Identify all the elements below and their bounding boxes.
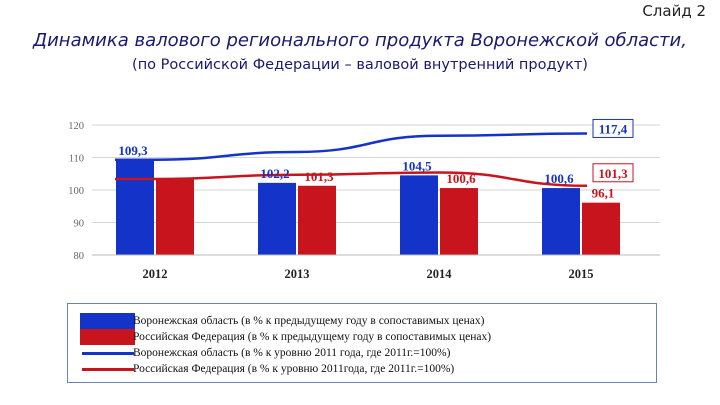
trend-line [115, 132, 588, 162]
bar-value-label: 96,1 [592, 186, 615, 201]
legend-swatch-red-line [82, 368, 134, 371]
bar [116, 159, 154, 255]
y-tick-label: 120 [68, 121, 84, 132]
x-tick-label: 2012 [143, 267, 168, 281]
line-end-label: 101,3 [598, 166, 628, 181]
legend-label: Российская Федерация (в % к предыдущему … [133, 331, 492, 343]
line-end-label-box [592, 118, 634, 138]
legend-label: Воронежская область (в % к уровню 2011 г… [133, 347, 451, 359]
trend-lines [115, 132, 588, 188]
legend-item-voronezh-bar: Воронежская область (в % к предыдущему г… [68, 313, 656, 329]
chart-subtitle: (по Российской Федерации – валовой внутр… [132, 57, 588, 73]
legend-item-russia-line: Российская Федерация (в % к уровню 2011г… [68, 361, 656, 377]
trend-line [115, 171, 588, 188]
chart-title: Динамика валового регионального продукта… [33, 30, 687, 51]
x-tick-label: 2013 [285, 267, 310, 281]
x-tick-label: 2014 [427, 267, 453, 281]
y-tick-label: 110 [69, 154, 84, 165]
x-tick-label: 2015 [569, 267, 594, 281]
legend-swatch-blue-bar [80, 313, 135, 329]
bar [542, 188, 580, 255]
line-end-label: 117,4 [599, 121, 628, 136]
bar-value-label: 101,3 [304, 169, 334, 184]
legend-label: Российская Федерация (в % к уровню 2011г… [133, 363, 455, 375]
y-tick-label: 100 [68, 186, 84, 197]
bar [156, 178, 194, 255]
bars [116, 159, 620, 255]
bar [440, 188, 478, 255]
bar [400, 175, 438, 255]
legend-label: Воронежская область (в % к предыдущему г… [133, 315, 485, 327]
legend-item-voronezh-line: Воронежская область (в % к уровню 2011 г… [68, 345, 656, 361]
legend-item-russia-bar: Российская Федерация (в % к предыдущему … [68, 329, 656, 345]
legend-swatch-red-bar [80, 329, 135, 345]
y-tick-label: 90 [74, 219, 85, 230]
bar-value-label: 100,6 [544, 171, 574, 186]
bar-value-label: 100,6 [446, 171, 476, 186]
slide-number: Слайд 2 [642, 2, 706, 20]
line-end-label-box [592, 163, 634, 183]
bar [298, 185, 336, 255]
y-tick-label: 80 [74, 251, 85, 262]
bar-value-label: 109,3 [118, 143, 148, 158]
x-axis: 2012 2013 2014 2015 [92, 254, 660, 281]
bar [258, 182, 296, 255]
data-labels: 109,3 102,2 104,5 100,6 103,4 101,3 100,6 96,1 1… [118, 118, 634, 201]
bar-value-label: 104,5 [402, 158, 432, 173]
bar [582, 202, 620, 255]
legend: Воронежская область (в % к предыдущему г… [67, 303, 657, 383]
bar-value-label: 103,4 [162, 179, 192, 194]
bar-value-label: 102,2 [260, 166, 289, 181]
legend-swatch-blue-line [82, 352, 134, 355]
